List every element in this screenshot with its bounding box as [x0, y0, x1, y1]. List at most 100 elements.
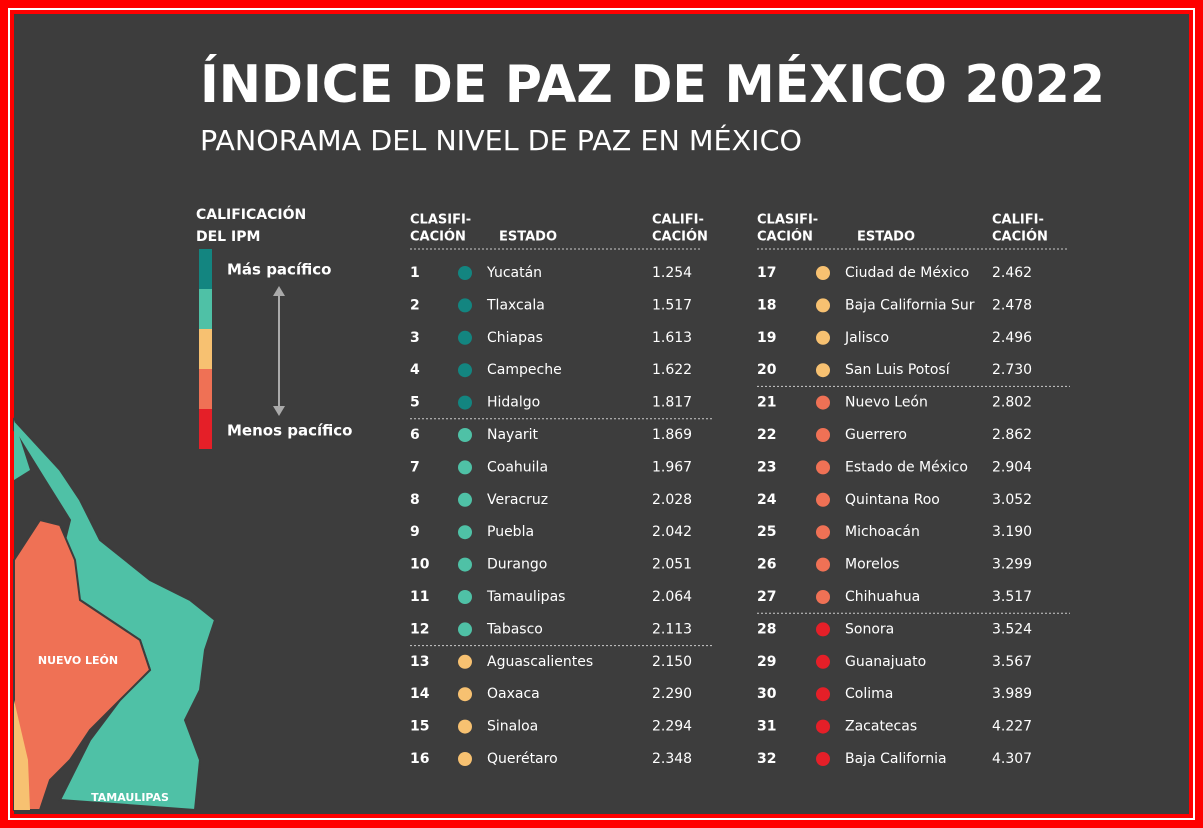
- rank: 17: [757, 265, 776, 281]
- subtitle: PANORAMA DEL NIVEL DE PAZ EN MÉXICO: [200, 123, 802, 157]
- state: Baja California: [845, 751, 947, 767]
- rank: 15: [410, 719, 429, 735]
- score: 2.113: [652, 621, 692, 637]
- column-header: CACIÓN: [992, 229, 1048, 245]
- score: 3.567: [992, 654, 1032, 670]
- column-header: CACIÓN: [410, 229, 466, 245]
- rank: 31: [757, 719, 776, 735]
- state: Durango: [487, 557, 547, 573]
- score: 2.904: [992, 459, 1032, 475]
- score: 2.042: [652, 524, 692, 540]
- column-header: CLASIFI-: [757, 213, 818, 228]
- rank: 24: [757, 492, 777, 508]
- status-dot: [458, 460, 472, 475]
- status-dot: [458, 719, 472, 734]
- status-dot: [458, 752, 472, 766]
- status-dot: [816, 719, 830, 734]
- rank: 10: [410, 557, 430, 573]
- state: San Luis Potosí: [845, 362, 951, 378]
- status-dot: [458, 590, 472, 604]
- status-dot: [458, 525, 472, 540]
- status-dot: [458, 363, 472, 378]
- score: 2.862: [992, 427, 1032, 443]
- rank: 19: [757, 330, 776, 346]
- rank: 11: [410, 589, 429, 605]
- status-dot: [816, 330, 830, 345]
- score: 3.190: [992, 524, 1032, 540]
- state: Quintana Roo: [845, 492, 940, 508]
- rank: 21: [757, 395, 776, 411]
- score: 2.730: [992, 362, 1032, 378]
- score: 3.524: [992, 621, 1032, 637]
- status-dot: [816, 492, 830, 507]
- state: Hidalgo: [487, 395, 540, 411]
- nuevo-leon-shape: [13, 518, 152, 811]
- legend-swatch: [199, 249, 212, 289]
- state: Aguascalientes: [487, 654, 593, 670]
- column-header: CACIÓN: [757, 229, 813, 245]
- score: 1.517: [652, 297, 692, 313]
- state: Querétaro: [487, 751, 558, 767]
- status-dot: [458, 330, 472, 345]
- title: ÍNDICE DE PAZ DE MÉXICO 2022: [200, 54, 1105, 115]
- map-label: NUEVO LEÓN: [38, 654, 118, 667]
- status-dot: [816, 363, 830, 378]
- status-dot: [816, 752, 830, 766]
- state: Campeche: [487, 362, 562, 378]
- state: Sinaloa: [487, 719, 538, 735]
- score: 1.254: [652, 265, 692, 281]
- rank: 4: [410, 362, 420, 378]
- state: Chiapas: [487, 330, 543, 346]
- state: Coahuila: [487, 459, 548, 475]
- state: Guerrero: [845, 427, 907, 443]
- score: 2.150: [652, 654, 692, 670]
- map-label: TAMAULIPAS: [91, 791, 169, 804]
- state: Estado de México: [845, 459, 968, 475]
- score: 2.496: [992, 330, 1032, 346]
- legend-bottom: Menos pacífico: [227, 422, 352, 440]
- column-header: CLASIFI-: [410, 213, 471, 228]
- coahuila-shape: [14, 420, 30, 480]
- score: 2.051: [652, 557, 692, 573]
- legend-swatch: [199, 289, 212, 329]
- status-dot: [458, 492, 472, 507]
- score: 2.802: [992, 395, 1032, 411]
- state: Tamaulipas: [486, 589, 565, 605]
- column-header: CALIFI-: [992, 213, 1044, 228]
- legend-swatch: [199, 329, 212, 369]
- status-dot: [458, 622, 472, 637]
- column-header: ESTADO: [499, 230, 557, 245]
- rank: 7: [410, 459, 420, 475]
- score: 2.028: [652, 492, 692, 508]
- rank: 8: [410, 492, 420, 508]
- score: 1.967: [652, 459, 692, 475]
- state: Ciudad de México: [845, 265, 969, 281]
- state: Morelos: [845, 557, 899, 573]
- state: Jalisco: [844, 330, 889, 346]
- status-dot: [458, 654, 472, 669]
- rank: 23: [757, 459, 776, 475]
- rank: 9: [410, 524, 420, 540]
- rank: 25: [757, 524, 776, 540]
- score: 2.478: [992, 297, 1032, 313]
- status-dot: [458, 687, 472, 702]
- rank: 32: [757, 751, 776, 767]
- status-dot: [458, 395, 472, 410]
- state: Puebla: [487, 524, 534, 540]
- score: 1.817: [652, 395, 692, 411]
- legend-swatch: [199, 369, 212, 409]
- status-dot: [816, 557, 830, 572]
- status-dot: [458, 266, 472, 280]
- map: [13, 417, 217, 812]
- status-dot: [816, 622, 830, 637]
- rank: 6: [410, 427, 420, 443]
- state: Nuevo León: [845, 395, 928, 411]
- rank: 26: [757, 557, 776, 573]
- rank: 14: [410, 686, 430, 702]
- status-dot: [816, 428, 830, 442]
- rank: 22: [757, 427, 776, 443]
- state: Sonora: [845, 621, 894, 637]
- rank: 16: [410, 751, 429, 767]
- score: 2.064: [652, 589, 692, 605]
